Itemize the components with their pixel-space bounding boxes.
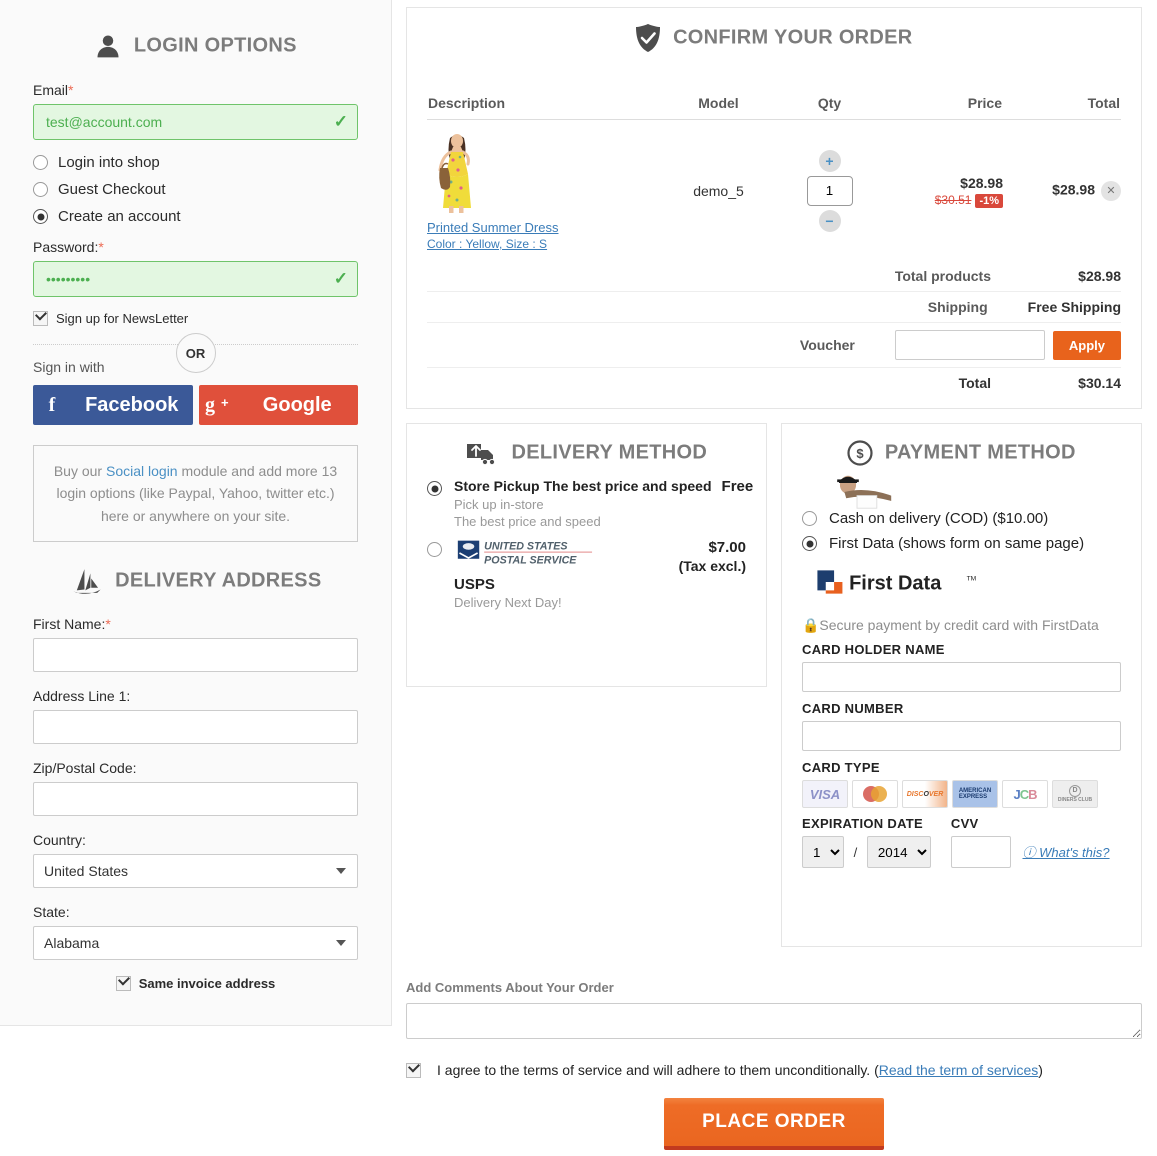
svg-text:UNITED STATES: UNITED STATES <box>484 541 568 553</box>
svg-text:First Data: First Data <box>849 573 942 595</box>
svg-text:TM: TM <box>967 575 977 582</box>
svg-text:g: g <box>205 394 215 416</box>
svg-text:POSTAL SERVICE: POSTAL SERVICE <box>484 555 577 567</box>
svg-text:+: + <box>221 395 229 410</box>
svg-text:$: $ <box>857 446 865 461</box>
